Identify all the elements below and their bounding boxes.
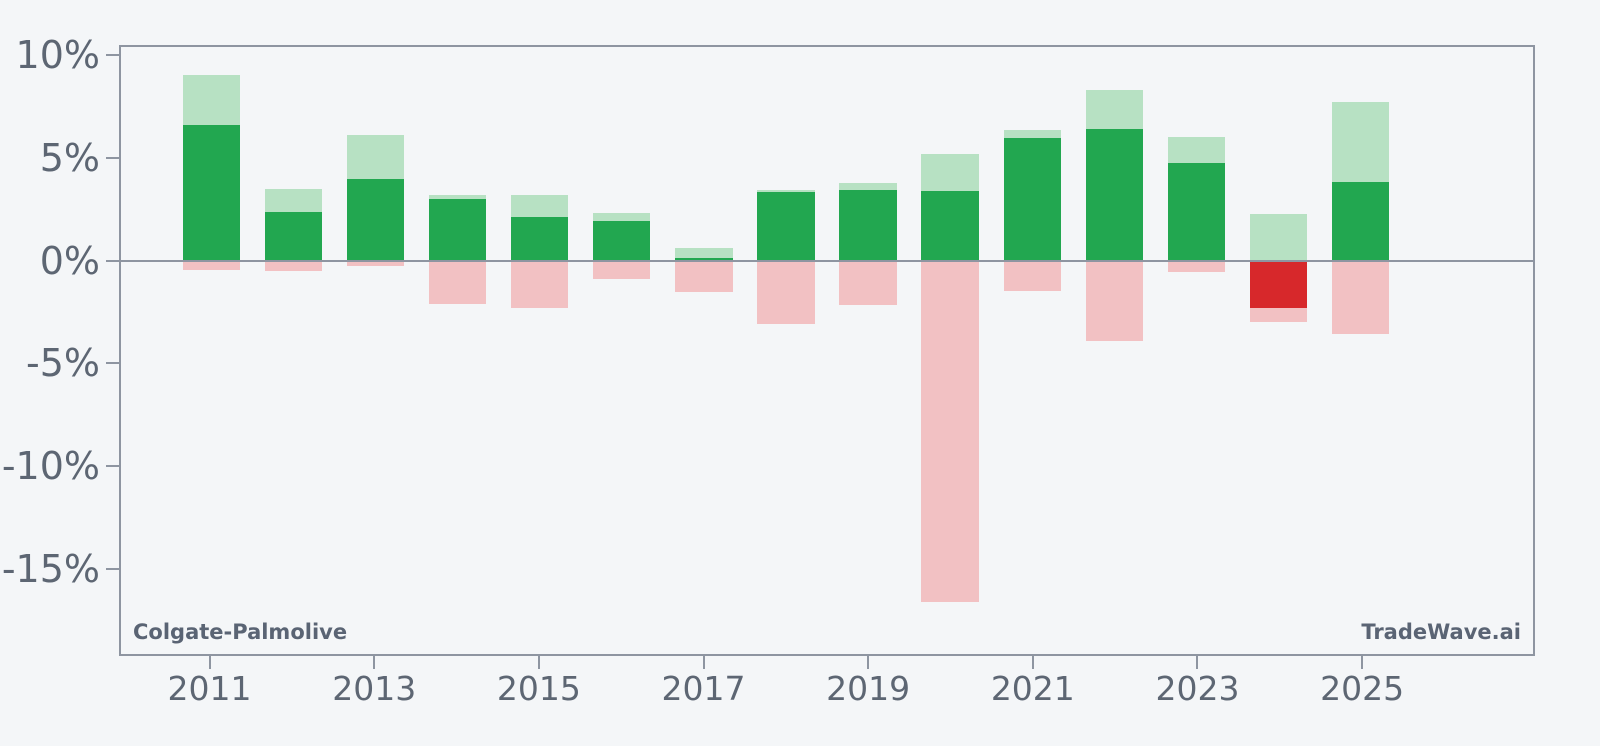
x-tick-2019 xyxy=(867,656,870,669)
zero-axis-line xyxy=(121,260,1533,263)
bar-2016-year-low-pink xyxy=(593,261,651,279)
y-tick-0% xyxy=(106,259,119,262)
bar-2025-close-gain-dark-green xyxy=(1331,181,1390,262)
y-tick--15% xyxy=(106,567,119,570)
bar-2014-close-gain-dark-green xyxy=(428,199,487,262)
bar-2019-close-gain-dark-green xyxy=(839,189,897,262)
bar-2016-close-gain-dark-green xyxy=(593,221,651,262)
bar-2015-close-gain-dark-green xyxy=(510,217,569,262)
x-tick-2013 xyxy=(373,656,376,669)
x-tick-label-2021: 2021 xyxy=(990,669,1075,708)
y-tick-label-5%: 5% xyxy=(39,135,100,180)
bar-2023-close-gain-dark-green xyxy=(1167,163,1226,262)
bar-2020-year-low-pink xyxy=(921,261,979,602)
bar-2013-close-gain-dark-green xyxy=(346,178,405,262)
y-tick--5% xyxy=(106,362,119,365)
y-tick--10% xyxy=(106,465,119,468)
bar-2019-year-low-pink xyxy=(839,261,897,306)
x-tick-2023 xyxy=(1196,656,1199,669)
bar-2024-close-loss-red xyxy=(1249,261,1308,309)
bar-2015-year-low-pink xyxy=(510,261,569,309)
x-tick-2017 xyxy=(702,656,705,669)
bar-2017-year-low-pink xyxy=(675,261,733,292)
bar-2011-year-low-pink xyxy=(182,261,241,271)
x-tick-label-2023: 2023 xyxy=(1155,669,1240,708)
bar-2022-year-low-pink xyxy=(1085,261,1144,341)
y-tick-label--15%: -15% xyxy=(1,546,100,591)
bar-2017-year-high-light-green xyxy=(675,247,733,262)
y-tick-label--5%: -5% xyxy=(26,341,100,386)
bar-2024-year-high-light-green xyxy=(1249,214,1308,262)
x-tick-label-2017: 2017 xyxy=(661,669,746,708)
x-tick-2015 xyxy=(537,656,540,669)
y-tick-10% xyxy=(106,54,119,57)
bar-2014-year-low-pink xyxy=(428,261,487,305)
bar-2025-year-low-pink xyxy=(1331,261,1390,334)
x-tick-2025 xyxy=(1361,656,1364,669)
x-tick-2021 xyxy=(1031,656,1034,669)
bar-2022-close-gain-dark-green xyxy=(1085,128,1144,262)
bar-2012-year-low-pink xyxy=(264,261,323,272)
x-tick-label-2015: 2015 xyxy=(496,669,581,708)
bar-2023-year-low-pink xyxy=(1167,261,1226,273)
x-tick-2011 xyxy=(208,656,211,669)
bar-2013-year-low-pink xyxy=(346,261,405,267)
bar-2018-year-low-pink xyxy=(757,261,815,325)
bar-2018-close-gain-dark-green xyxy=(757,191,815,262)
x-tick-label-2019: 2019 xyxy=(826,669,911,708)
y-tick-5% xyxy=(106,156,119,159)
source-watermark-label: TradeWave.ai xyxy=(1361,620,1521,644)
bar-2021-close-gain-dark-green xyxy=(1003,137,1061,262)
y-tick-label-10%: 10% xyxy=(15,33,100,78)
plot-area: Colgate-Palmolive TradeWave.ai xyxy=(119,45,1535,656)
bar-2012-close-gain-dark-green xyxy=(264,212,323,262)
x-tick-label-2013: 2013 xyxy=(332,669,417,708)
y-tick-label--10%: -10% xyxy=(1,444,100,489)
x-tick-label-2011: 2011 xyxy=(167,669,252,708)
bar-2017-close-gain-dark-green xyxy=(675,258,733,262)
bar-2021-year-low-pink xyxy=(1003,261,1061,291)
company-watermark-label: Colgate-Palmolive xyxy=(133,620,348,644)
bar-2011-close-gain-dark-green xyxy=(182,124,241,262)
x-tick-label-2025: 2025 xyxy=(1320,669,1405,708)
bar-2020-close-gain-dark-green xyxy=(921,190,979,262)
y-tick-label-0%: 0% xyxy=(39,238,100,283)
